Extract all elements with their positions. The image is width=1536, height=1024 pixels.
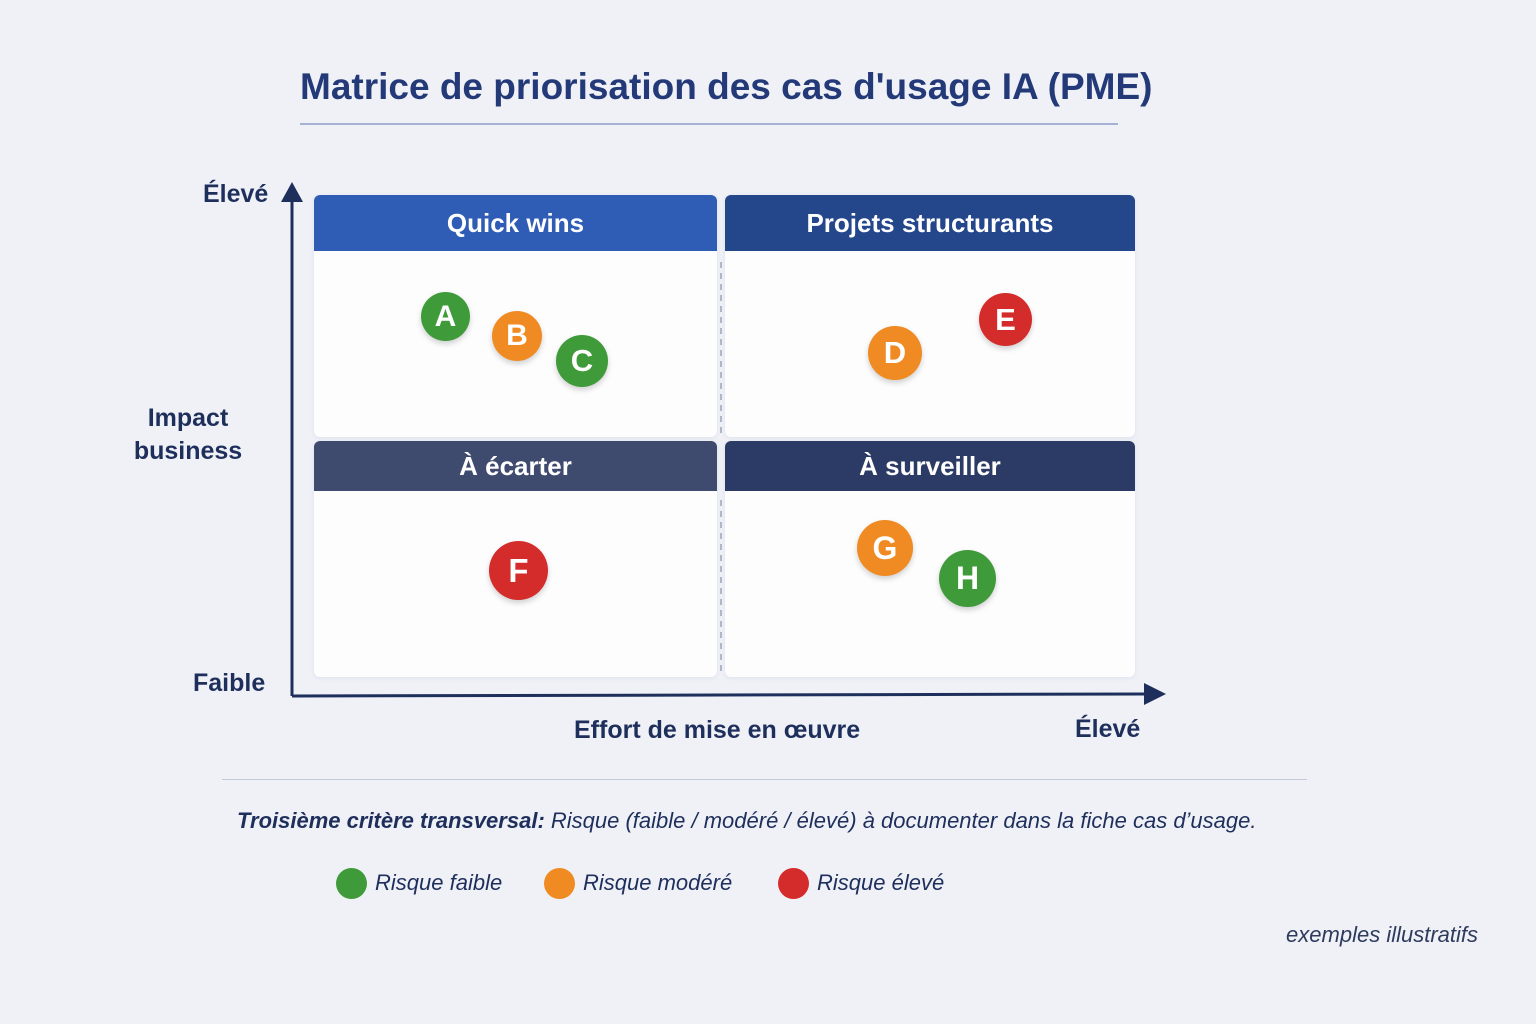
y-axis-name-line2: business <box>133 437 243 465</box>
legend-item-risque-modere: Risque modéré <box>544 866 732 900</box>
quadrant-projets-structurants: Projets structurants <box>725 195 1135 437</box>
quadrant-header: Projets structurants <box>725 195 1135 251</box>
legend-item-risque-faible: Risque faible <box>336 866 502 900</box>
title-underline <box>300 123 1118 125</box>
x-axis-name: Effort de mise en œuvre <box>574 716 861 744</box>
case-bubble-d: D <box>868 326 922 380</box>
legend-label: Risque élevé <box>817 870 945 895</box>
note-strong-text: Troisième critère transversal: <box>237 808 545 833</box>
y-axis-name-line1: Impact <box>147 404 229 432</box>
quadrant-header: Quick wins <box>314 195 717 251</box>
footnote: exemples illustratifs <box>1286 922 1478 947</box>
case-bubble-b: B <box>492 311 542 361</box>
legend-item-risque-eleve: Risque élevé <box>778 866 944 900</box>
y-axis-name: Impact business <box>128 402 248 468</box>
page-title: Matrice de priorisation des cas d'usage … <box>300 66 1153 107</box>
y-axis-high-label: Élevé <box>203 180 269 208</box>
legend-dot-icon <box>336 867 367 899</box>
legend-dot-icon <box>544 867 575 899</box>
y-axis-low-label: Faible <box>193 669 266 697</box>
y-axis-arrow <box>281 182 303 202</box>
quadrant-a-surveiller: À surveiller <box>725 441 1135 677</box>
case-bubble-e: E <box>979 293 1032 346</box>
transversal-criterion-note: Troisième critère transversal: Risque (f… <box>237 808 1257 834</box>
case-bubble-f: F <box>489 541 548 600</box>
legend-dot-icon <box>778 867 809 899</box>
note-body-text: Risque (faible / modéré / élevé) à docum… <box>544 808 1257 833</box>
x-axis-high-label: Élevé <box>1075 715 1141 743</box>
quadrant-header: À écarter <box>314 441 717 491</box>
section-divider <box>222 779 1307 780</box>
case-bubble-a: A <box>421 292 470 341</box>
case-bubble-c: C <box>556 335 608 387</box>
case-bubble-g: G <box>857 520 913 576</box>
legend-label: Risque modéré <box>583 870 733 895</box>
case-bubble-h: H <box>939 550 996 607</box>
legend-label: Risque faible <box>375 870 503 895</box>
x-axis-arrow <box>1144 683 1166 705</box>
x-axis-line <box>291 692 1147 698</box>
quadrant-header: À surveiller <box>725 441 1135 491</box>
